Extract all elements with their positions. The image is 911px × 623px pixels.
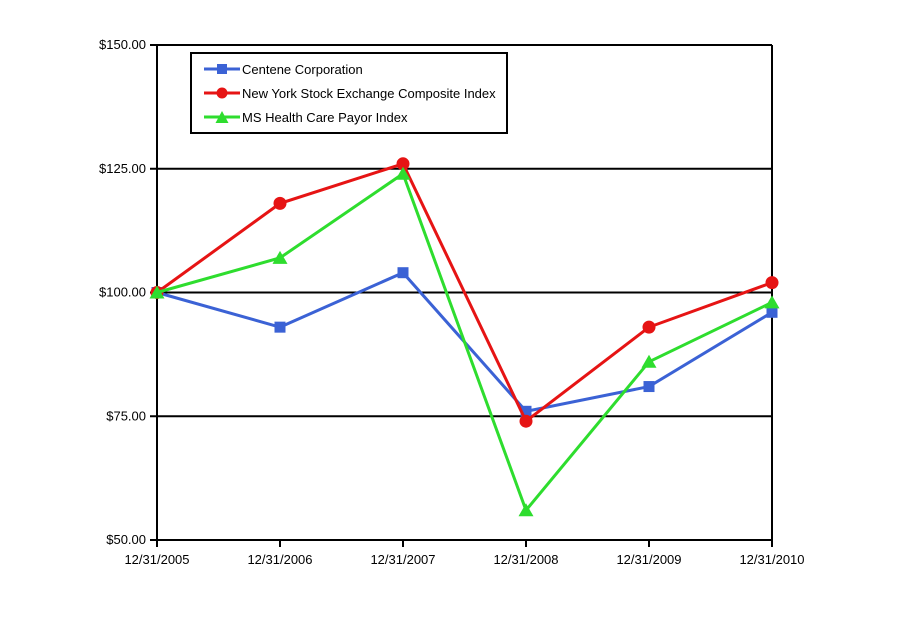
series-marker-triangle <box>641 354 657 368</box>
legend-swatch-triangle-icon <box>204 111 240 123</box>
y-axis-tick-label: $100.00 <box>99 285 146 300</box>
series-marker-triangle <box>395 166 411 180</box>
series-marker-square <box>520 405 532 417</box>
legend-item-centene: Centene Corporation <box>204 57 506 81</box>
series-marker-triangle <box>764 295 780 309</box>
series-marker-circle <box>519 414 533 428</box>
x-axis-tick-label: 12/31/2006 <box>247 552 312 567</box>
series-marker-square <box>643 381 655 393</box>
series-marker-triangle <box>272 250 288 264</box>
legend-item-ms-health: MS Health Care Payor Index <box>204 105 506 129</box>
y-axis-tick-label: $150.00 <box>99 37 146 52</box>
legend-swatch-circle-icon <box>204 87 240 99</box>
series-line-circle <box>156 161 773 424</box>
x-axis-tick-label: 12/31/2010 <box>739 552 804 567</box>
series-marker-circle <box>273 196 287 210</box>
series-line-triangle <box>156 171 773 514</box>
chart-legend: Centene Corporation New York Stock Excha… <box>190 52 508 134</box>
series-marker-circle <box>765 276 779 290</box>
legend-item-nyse: New York Stock Exchange Composite Index <box>204 81 506 105</box>
legend-marker-circle-icon <box>216 87 228 99</box>
y-axis-tick-label: $75.00 <box>106 408 146 423</box>
x-axis-tick-label: 12/31/2005 <box>124 552 189 567</box>
legend-swatch-square-icon <box>204 64 240 74</box>
x-axis-tick-label: 12/31/2008 <box>493 552 558 567</box>
series-marker-triangle <box>149 285 165 299</box>
legend-marker-square-icon <box>217 64 227 74</box>
series-marker-triangle <box>518 503 534 517</box>
legend-marker-triangle-icon <box>215 111 229 123</box>
legend-label-nyse: New York Stock Exchange Composite Index <box>242 85 496 101</box>
y-axis-tick-label: $50.00 <box>106 532 146 547</box>
series-marker-square <box>397 267 409 279</box>
series-marker-square <box>274 321 286 333</box>
x-axis-tick-label: 12/31/2009 <box>616 552 681 567</box>
legend-label-ms-health: MS Health Care Payor Index <box>242 109 408 125</box>
series-marker-circle <box>642 320 656 334</box>
x-axis-tick-label: 12/31/2007 <box>370 552 435 567</box>
series-marker-circle <box>396 157 410 171</box>
legend-label-centene: Centene Corporation <box>242 61 363 77</box>
y-axis-tick-label: $125.00 <box>99 161 146 176</box>
series-marker-square <box>766 306 778 318</box>
